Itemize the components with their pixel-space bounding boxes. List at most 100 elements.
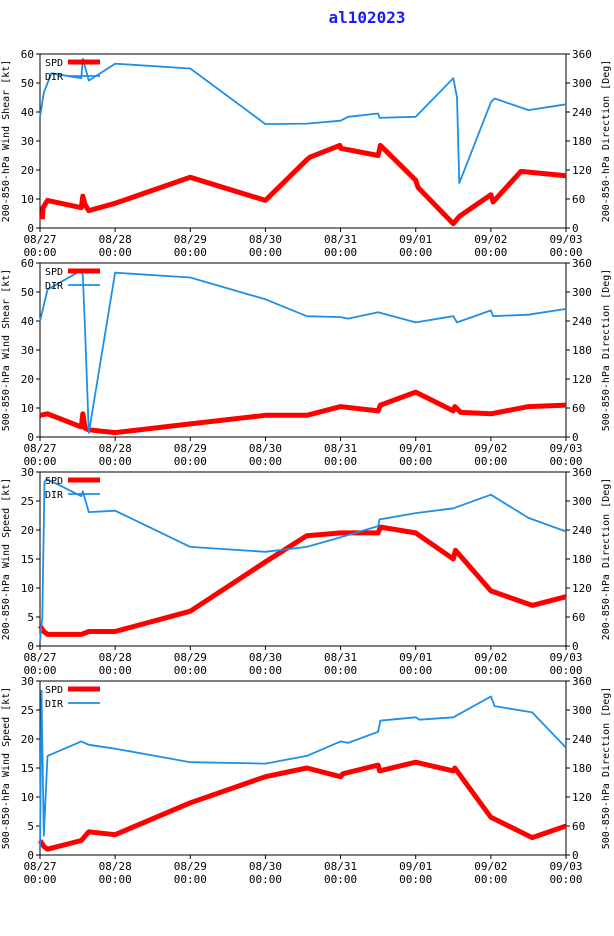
y-left-tick-label: 10 (21, 402, 34, 415)
x-tick-label-time: 00:00 (249, 873, 282, 886)
x-tick-label-time: 00:00 (23, 455, 56, 468)
x-tick-label-time: 00:00 (23, 246, 56, 259)
x-tick-label-date: 09/01 (399, 651, 432, 664)
dir-series-line (39, 57, 567, 185)
y-right-tick-label: 60 (572, 611, 585, 624)
y-right-axis-title: 500-850-hPa Direction [Deg] (601, 269, 612, 432)
y-right-tick-label: 300 (572, 286, 592, 299)
y-left-tick-label: 5 (27, 611, 34, 624)
y-right-tick-label: 300 (572, 704, 592, 717)
y-right-tick-label: 360 (572, 48, 592, 61)
y-left-tick-label: 25 (21, 704, 34, 717)
x-tick-label-date: 08/28 (99, 651, 132, 664)
y-left-tick-label: 0 (27, 640, 34, 653)
x-tick-label-time: 00:00 (249, 664, 282, 677)
y-left-tick-label: 20 (21, 373, 34, 386)
x-tick-label-time: 00:00 (174, 455, 207, 468)
y-left-tick-label: 20 (21, 733, 34, 746)
spd-series-line (39, 142, 567, 227)
y-right-tick-label: 300 (572, 77, 592, 90)
y-right-tick-label: 360 (572, 675, 592, 688)
y-right-tick-label: 0 (572, 640, 579, 653)
legend-spd-label: SPD (45, 685, 63, 696)
y-right-tick-label: 240 (572, 524, 592, 537)
x-tick-label-time: 00:00 (99, 873, 132, 886)
x-tick-label-date: 08/28 (99, 860, 132, 873)
y-right-tick-label: 120 (572, 164, 592, 177)
y-right-tick-label: 120 (572, 791, 592, 804)
x-tick-label-date: 09/01 (399, 233, 432, 246)
y-left-tick-label: 30 (21, 135, 34, 148)
legend-dir-label: DIR (45, 281, 64, 292)
dir-series-line (39, 689, 567, 848)
y-right-tick-label: 180 (572, 344, 592, 357)
x-tick-label-time: 00:00 (549, 664, 582, 677)
x-tick-label-time: 00:00 (174, 873, 207, 886)
x-tick-label-date: 09/03 (549, 651, 582, 664)
y-right-tick-label: 180 (572, 135, 592, 148)
x-tick-label-time: 00:00 (249, 246, 282, 259)
y-left-tick-label: 50 (21, 77, 34, 90)
x-tick-label-time: 00:00 (399, 455, 432, 468)
y-right-tick-label: 120 (572, 373, 592, 386)
x-tick-label-date: 08/28 (99, 442, 132, 455)
y-left-tick-label: 40 (21, 315, 34, 328)
x-tick-label-date: 08/29 (174, 860, 207, 873)
legend-dir-label: DIR (45, 699, 64, 710)
x-tick-label-time: 00:00 (324, 873, 357, 886)
y-right-tick-label: 360 (572, 466, 592, 479)
x-tick-label-time: 00:00 (249, 455, 282, 468)
x-tick-label-date: 08/29 (174, 442, 207, 455)
plot-frame (39, 471, 567, 647)
y-left-tick-label: 30 (21, 466, 34, 479)
x-tick-label-date: 09/03 (549, 860, 582, 873)
y-right-axis-title: 200-850-hPa Direction [Deg] (601, 478, 612, 641)
y-left-tick-label: 25 (21, 495, 34, 508)
y-right-tick-label: 0 (572, 849, 579, 862)
x-tick-label-date: 08/31 (324, 442, 357, 455)
x-tick-label-date: 08/30 (249, 442, 282, 455)
spd-series-line (39, 389, 567, 436)
x-tick-label-date: 09/01 (399, 860, 432, 873)
y-left-tick-label: 5 (27, 820, 34, 833)
x-tick-label-date: 08/29 (174, 233, 207, 246)
y-left-tick-label: 30 (21, 344, 34, 357)
y-right-tick-label: 60 (572, 402, 585, 415)
x-tick-label-date: 08/27 (23, 651, 56, 664)
y-left-tick-label: 10 (21, 791, 34, 804)
x-tick-label-time: 00:00 (99, 455, 132, 468)
y-left-tick-label: 30 (21, 675, 34, 688)
y-right-axis-title: 500-850-hPa Direction [Deg] (601, 687, 612, 850)
x-tick-label-time: 00:00 (99, 246, 132, 259)
x-tick-label-date: 09/02 (474, 651, 507, 664)
y-left-tick-label: 10 (21, 582, 34, 595)
y-left-tick-label: 0 (27, 431, 34, 444)
x-tick-label-time: 00:00 (399, 246, 432, 259)
y-right-tick-label: 0 (572, 431, 579, 444)
x-tick-label-date: 09/01 (399, 442, 432, 455)
y-right-tick-label: 240 (572, 733, 592, 746)
y-right-axis-title: 200-850-hPa Direction [Deg] (601, 60, 612, 223)
y-right-tick-label: 240 (572, 106, 592, 119)
y-right-tick-label: 120 (572, 582, 592, 595)
x-tick-label-time: 00:00 (99, 664, 132, 677)
panel-4: 05101520253006012018024030036008/2700:00… (1, 675, 612, 886)
y-left-axis-title: 200-850-hPa Wind Speed [kt] (1, 478, 12, 641)
x-tick-label-date: 09/03 (549, 233, 582, 246)
x-tick-label-time: 00:00 (23, 873, 56, 886)
y-left-tick-label: 20 (21, 524, 34, 537)
y-right-tick-label: 60 (572, 193, 585, 206)
plot-frame (39, 262, 567, 438)
y-left-tick-label: 15 (21, 762, 34, 775)
x-tick-label-date: 08/31 (324, 651, 357, 664)
legend-spd-label: SPD (45, 267, 63, 278)
panel-2: 010203040506006012018024030036008/2700:0… (1, 257, 612, 468)
y-right-tick-label: 180 (572, 553, 592, 566)
x-tick-label-date: 08/30 (249, 860, 282, 873)
y-left-tick-label: 15 (21, 553, 34, 566)
x-tick-label-time: 00:00 (23, 664, 56, 677)
legend-spd-label: SPD (45, 58, 63, 69)
x-tick-label-time: 00:00 (549, 455, 582, 468)
y-left-tick-label: 10 (21, 193, 34, 206)
